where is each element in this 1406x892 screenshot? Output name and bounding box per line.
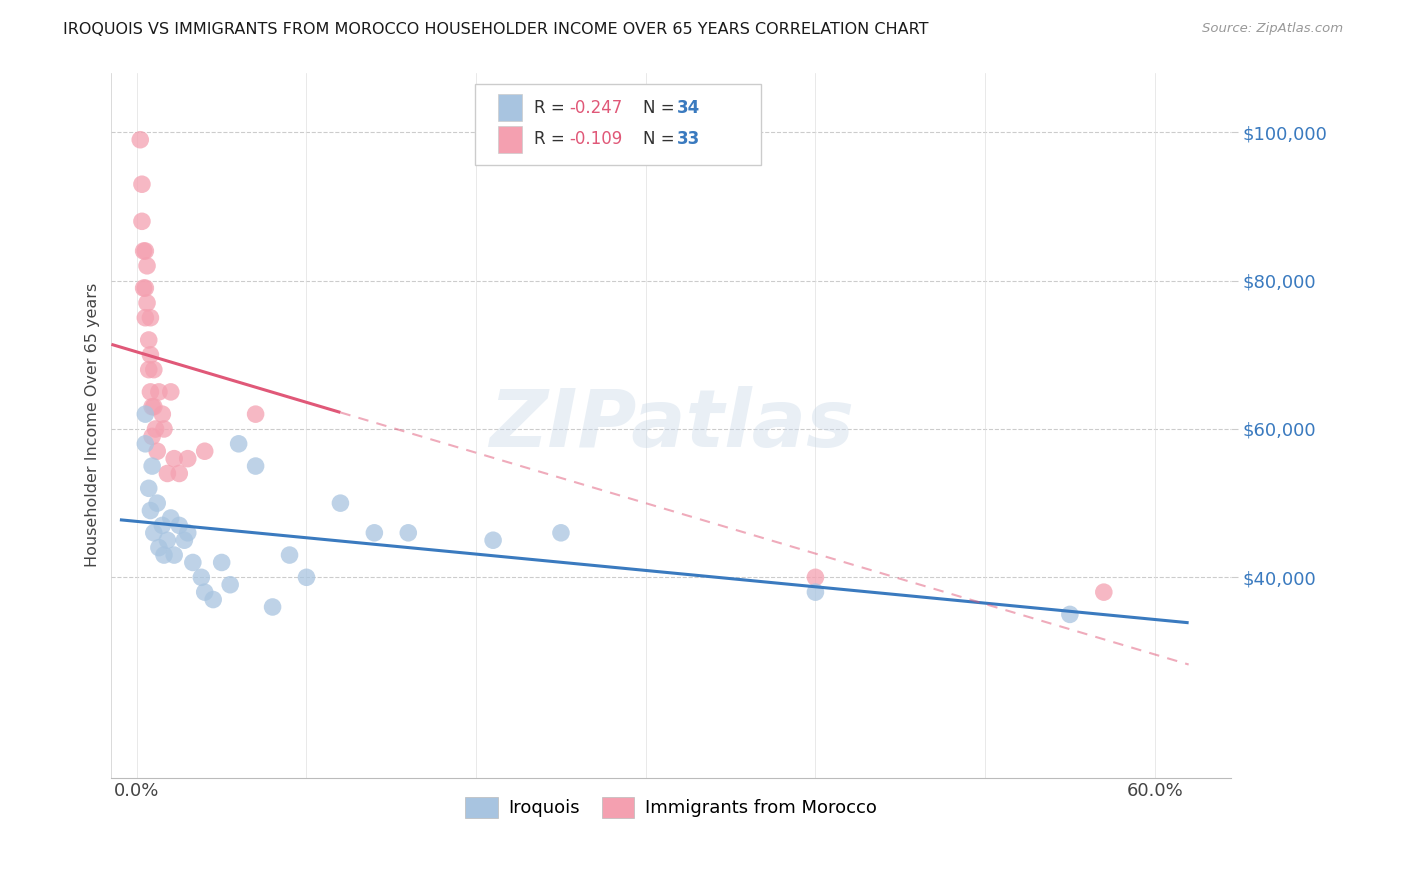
Point xyxy=(295,570,318,584)
Point xyxy=(134,244,156,258)
Point xyxy=(202,592,225,607)
Point xyxy=(134,437,156,451)
Text: 33: 33 xyxy=(676,130,700,148)
Point xyxy=(173,533,195,548)
Text: ZIPatlas: ZIPatlas xyxy=(489,386,853,464)
Point xyxy=(138,362,160,376)
Point xyxy=(181,556,204,570)
Point xyxy=(482,533,505,548)
Point xyxy=(177,525,200,540)
Text: -0.247: -0.247 xyxy=(569,98,623,117)
Point xyxy=(156,533,179,548)
Point xyxy=(129,133,152,147)
Point xyxy=(153,422,176,436)
Point xyxy=(134,281,156,295)
Point xyxy=(141,400,163,414)
Point xyxy=(278,548,301,562)
Point xyxy=(1092,585,1115,599)
Text: IROQUOIS VS IMMIGRANTS FROM MOROCCO HOUSEHOLDER INCOME OVER 65 YEARS CORRELATION: IROQUOIS VS IMMIGRANTS FROM MOROCCO HOUS… xyxy=(63,22,929,37)
Point xyxy=(228,437,250,451)
Point xyxy=(363,525,385,540)
Point xyxy=(131,214,153,228)
Point xyxy=(163,548,186,562)
Point xyxy=(194,585,217,599)
Point xyxy=(139,348,162,362)
Point xyxy=(329,496,352,510)
Point xyxy=(177,451,200,466)
Point xyxy=(156,467,179,481)
Point xyxy=(169,518,191,533)
FancyBboxPatch shape xyxy=(498,95,522,121)
Point xyxy=(396,525,419,540)
Point xyxy=(169,467,191,481)
Point xyxy=(163,451,186,466)
Point xyxy=(245,407,267,421)
Text: N =: N = xyxy=(643,98,681,117)
Point xyxy=(219,578,242,592)
Point xyxy=(245,458,267,473)
Point xyxy=(134,310,156,325)
Point xyxy=(262,599,284,614)
Point xyxy=(131,178,153,192)
Text: R =: R = xyxy=(533,130,569,148)
Point xyxy=(804,570,827,584)
Legend: Iroquois, Immigrants from Morocco: Iroquois, Immigrants from Morocco xyxy=(458,789,884,825)
Point xyxy=(139,503,162,517)
Text: 34: 34 xyxy=(676,98,700,117)
Point xyxy=(139,384,162,399)
Point xyxy=(138,333,160,347)
Point xyxy=(138,481,160,495)
Point xyxy=(804,585,827,599)
Point xyxy=(145,422,167,436)
Point xyxy=(136,296,159,310)
Text: N =: N = xyxy=(643,130,681,148)
Point xyxy=(194,444,217,458)
Point xyxy=(550,525,572,540)
Point xyxy=(142,525,165,540)
Point xyxy=(211,556,233,570)
Point xyxy=(150,518,173,533)
Text: R =: R = xyxy=(533,98,569,117)
FancyBboxPatch shape xyxy=(475,84,761,165)
Point xyxy=(132,244,155,258)
Point xyxy=(142,400,165,414)
Point xyxy=(153,548,176,562)
Point xyxy=(132,281,155,295)
Text: -0.109: -0.109 xyxy=(569,130,623,148)
FancyBboxPatch shape xyxy=(498,126,522,153)
Point xyxy=(142,362,165,376)
Point xyxy=(1059,607,1081,622)
Point xyxy=(190,570,212,584)
Point xyxy=(159,384,181,399)
Point xyxy=(148,384,170,399)
Y-axis label: Householder Income Over 65 years: Householder Income Over 65 years xyxy=(86,283,100,567)
Point xyxy=(136,259,159,273)
Point xyxy=(146,496,169,510)
Point xyxy=(141,458,163,473)
Point xyxy=(159,511,181,525)
Point xyxy=(148,541,170,555)
Point xyxy=(134,407,156,421)
Text: Source: ZipAtlas.com: Source: ZipAtlas.com xyxy=(1202,22,1343,36)
Point xyxy=(150,407,173,421)
Point xyxy=(141,429,163,443)
Point xyxy=(139,310,162,325)
Point xyxy=(146,444,169,458)
